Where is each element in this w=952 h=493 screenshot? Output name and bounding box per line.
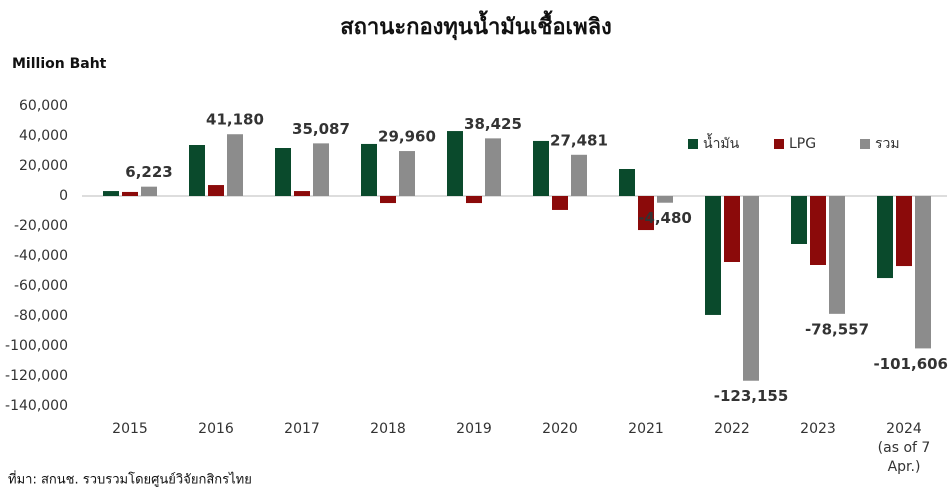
data-label: 6,223 (125, 163, 172, 181)
bar (189, 145, 205, 196)
bar (533, 140, 549, 196)
y-tick-label: -140,000 (5, 398, 68, 414)
y-tick-label: 40,000 (19, 128, 68, 144)
y-tick-label: -40,000 (14, 248, 68, 264)
y-tick-label: -60,000 (14, 278, 68, 294)
y-axis-label: Million Baht (12, 56, 107, 72)
bar (638, 196, 654, 231)
bar (294, 191, 310, 196)
x-tick-label: 2017 (284, 421, 320, 437)
x-tick-label: 2018 (370, 421, 406, 437)
bar (466, 196, 482, 204)
bar (380, 196, 396, 204)
legend-label: น้ำมัน (703, 133, 740, 152)
y-tick-label: 60,000 (19, 98, 68, 114)
chart-title: สถานะกองทุนน้ำมันเชื้อเพลิง (340, 10, 612, 41)
bar (705, 196, 721, 315)
bar (724, 196, 740, 262)
bar (275, 148, 291, 196)
y-tick-label: -20,000 (14, 218, 68, 234)
bar (552, 196, 568, 210)
source: ที่มา: สกนช. รวบรวมโดยศูนย์วิจัยกสิกรไทย (8, 471, 252, 488)
bar (829, 196, 845, 314)
legend-swatch (860, 139, 870, 149)
data-label: 27,481 (550, 131, 608, 149)
legend-label: รวม (875, 136, 900, 152)
data-label: 38,425 (464, 115, 522, 133)
x-tick-label: 2015 (112, 421, 148, 437)
x-tick-label: 2016 (198, 421, 234, 437)
x-tick-label: 2022 (714, 421, 750, 437)
legend-swatch (774, 139, 784, 149)
bar (399, 151, 415, 196)
x-tick-label: 2020 (542, 421, 578, 437)
bar (619, 169, 635, 196)
bar (791, 196, 807, 244)
x-tick-label: 2024 (as of 7 Apr.) (877, 421, 931, 475)
y-tick-label: -80,000 (14, 308, 68, 324)
bar (361, 143, 377, 196)
bar (122, 191, 138, 196)
bar (571, 154, 587, 196)
bar (743, 196, 759, 381)
data-label: 29,960 (378, 128, 436, 146)
data-label: 35,087 (292, 120, 350, 138)
y-tick-label: -100,000 (5, 338, 68, 354)
bar (877, 196, 893, 279)
x-tick-label: 2023 (800, 421, 836, 437)
bar (810, 196, 826, 265)
bar (447, 131, 463, 196)
data-label: -123,155 (714, 387, 789, 405)
bar (227, 134, 243, 196)
legend-swatch (688, 139, 698, 149)
data-label: 41,180 (206, 111, 264, 129)
bar (915, 196, 931, 349)
x-tick-label: 2021 (628, 421, 664, 437)
bar (103, 191, 119, 196)
bar (208, 185, 224, 196)
x-tick-label: 2019 (456, 421, 492, 437)
bar (141, 186, 157, 196)
legend-label: LPG (789, 136, 816, 152)
data-label: -4,480 (638, 209, 692, 227)
bar (313, 143, 329, 196)
y-tick-label: 20,000 (19, 158, 68, 174)
y-tick-label: -120,000 (5, 368, 68, 384)
y-tick-label: 0 (59, 188, 68, 204)
data-label: -101,606 (873, 355, 948, 373)
data-label: -78,557 (805, 320, 869, 338)
bar (485, 138, 501, 196)
bar (896, 196, 912, 267)
bar (657, 196, 673, 203)
